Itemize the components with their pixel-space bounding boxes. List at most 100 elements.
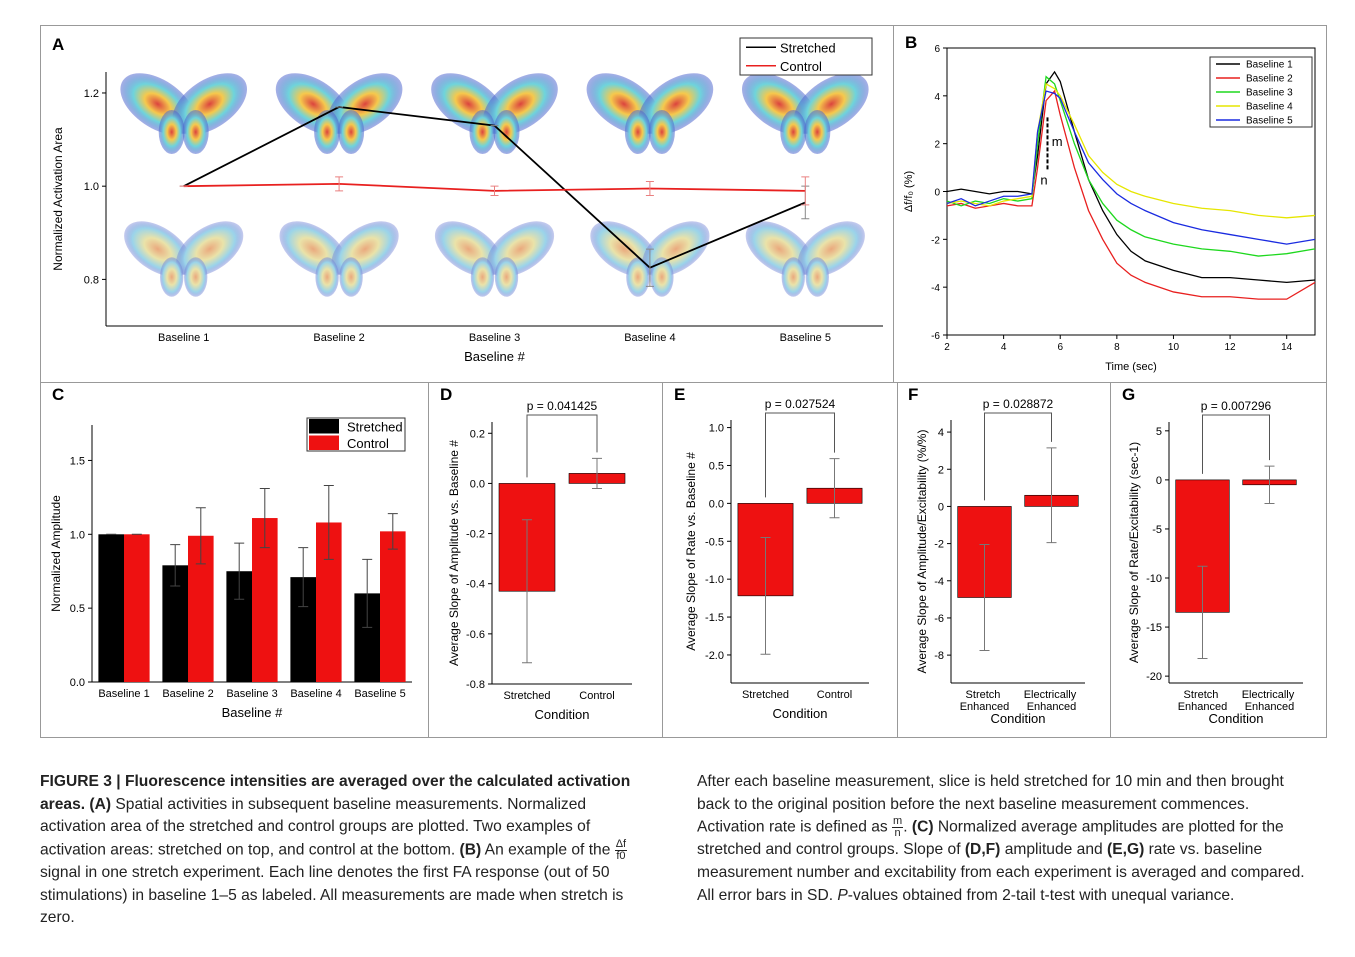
- y-tick-label: -1.5: [705, 612, 724, 624]
- y-tick-label: -10: [1146, 573, 1162, 585]
- y-tick-label: -6: [931, 331, 940, 342]
- x-tick-label: Baseline 5: [780, 332, 831, 344]
- activation-map: [109, 61, 257, 154]
- x-tick-label: 12: [1225, 342, 1237, 353]
- legend-swatch: [309, 436, 339, 451]
- annotation: m: [1052, 134, 1063, 149]
- x-tick-label: Stretch Enhanced: [960, 689, 1010, 713]
- x-tick-label: Stretched: [503, 690, 550, 702]
- y-tick-label: -0.6: [466, 629, 485, 641]
- y-tick-label: 0: [938, 501, 944, 513]
- bar: [380, 531, 406, 682]
- y-tick-label: 0.5: [70, 603, 85, 615]
- y-tick-label: -5: [1152, 524, 1162, 536]
- activation-lobe: [804, 110, 830, 154]
- activation-lobe: [338, 110, 364, 154]
- activation-lobe: [471, 257, 494, 297]
- caption-text: (D,F): [965, 841, 1001, 858]
- y-tick-label: 1.0: [709, 423, 724, 435]
- y-tick-label: 0.5: [709, 460, 724, 472]
- y-tick-label: 1.0: [70, 529, 85, 541]
- y-tick-label: 2: [938, 464, 944, 476]
- legend-label: Control: [347, 436, 389, 451]
- activation-lobe: [649, 110, 675, 154]
- caption-text: (C): [912, 819, 934, 836]
- label-line: Stretch: [1184, 689, 1222, 701]
- caption-text: .: [903, 819, 912, 836]
- x-tick-label: Baseline 5: [354, 688, 405, 700]
- y-tick-label: 0: [934, 188, 940, 199]
- x-axis-label: Condition: [773, 706, 828, 721]
- y-tick-label: -1.0: [705, 574, 724, 586]
- x-axis-label: Baseline #: [222, 705, 283, 720]
- y-axis-label: Δf/f₀ (%): [903, 171, 915, 212]
- y-tick-label: -2: [931, 235, 940, 246]
- x-tick-label: Baseline 1: [158, 332, 209, 344]
- y-tick-label: 0.2: [470, 428, 485, 440]
- y-axis-label: Average Slope of Amplitude/Excitability …: [915, 430, 929, 674]
- annotation: n: [1040, 172, 1047, 187]
- legend-swatch: [309, 419, 339, 434]
- fraction: mn: [892, 816, 903, 839]
- y-tick-label: -2: [934, 539, 944, 551]
- y-tick-label: 5: [1156, 426, 1162, 438]
- p-value: p = 0.041425: [527, 399, 598, 413]
- y-axis-label: Normalized Amplitude: [49, 495, 63, 612]
- significance-bracket: [985, 413, 1052, 500]
- y-tick-label: -8: [934, 650, 944, 662]
- p-value: p = 0.027524: [765, 397, 836, 411]
- y-tick-label: -15: [1146, 622, 1162, 634]
- x-tick-label: Baseline 2: [162, 688, 213, 700]
- x-tick-label: 6: [1057, 342, 1063, 353]
- y-tick-label: 1.5: [70, 455, 85, 467]
- y-tick-label: 0: [1156, 475, 1162, 487]
- activation-lobe: [494, 110, 520, 154]
- activation-map: [114, 210, 253, 297]
- y-tick-label: -4: [934, 576, 944, 588]
- x-axis-label: Condition: [1209, 711, 1264, 726]
- caption-text: (E,G): [1107, 841, 1144, 858]
- x-tick-label: Stretched: [742, 689, 789, 701]
- activation-lobe: [315, 257, 338, 297]
- panel-label: C: [52, 385, 64, 404]
- x-tick-label: 8: [1114, 342, 1120, 353]
- y-tick-label: 0.0: [470, 478, 485, 490]
- legend-label: Baseline 4: [1246, 102, 1293, 113]
- caption-text: amplitude and: [1000, 841, 1107, 858]
- legend-label: Baseline 3: [1246, 88, 1293, 99]
- activation-lobe: [780, 110, 806, 154]
- significance-bracket: [527, 415, 597, 477]
- numerator: Δf: [615, 839, 627, 851]
- y-tick-label: -2.0: [705, 650, 724, 662]
- x-tick-label: 2: [944, 342, 950, 353]
- activation-map: [576, 61, 724, 154]
- x-tick-label: Baseline 4: [290, 688, 341, 700]
- x-tick-label: 4: [1001, 342, 1007, 353]
- activation-lobe: [339, 257, 362, 297]
- activation-lobe: [806, 257, 829, 297]
- panel-label: D: [440, 385, 452, 404]
- denominator: f0: [615, 851, 627, 862]
- y-tick-label: 1.2: [84, 88, 99, 100]
- label-line: Electrically: [1242, 689, 1298, 701]
- caption-text: (B): [460, 841, 482, 858]
- activation-lobe: [782, 257, 805, 297]
- y-tick-label: 6: [934, 44, 940, 55]
- p-value: p = 0.028872: [983, 397, 1054, 411]
- legend-label: Baseline 5: [1246, 116, 1293, 127]
- page: A0.81.01.2Baseline 1Baseline 2Baseline 3…: [0, 0, 1355, 957]
- y-tick-label: 0.0: [709, 498, 724, 510]
- significance-bracket: [766, 413, 835, 497]
- y-tick-label: 0.0: [70, 677, 85, 689]
- activation-lobe: [183, 110, 209, 154]
- y-axis-label: Average Slope of Rate vs. Baseline #: [684, 452, 698, 651]
- activation-lobe: [184, 257, 207, 297]
- activation-map: [425, 210, 564, 297]
- bar: [124, 534, 150, 682]
- y-tick-label: -6: [934, 613, 944, 625]
- label-line: Electrically: [1024, 689, 1080, 701]
- activation-map: [420, 61, 568, 154]
- bar: [98, 534, 124, 682]
- y-tick-label: -20: [1146, 671, 1162, 683]
- x-tick-label: Baseline 1: [98, 688, 149, 700]
